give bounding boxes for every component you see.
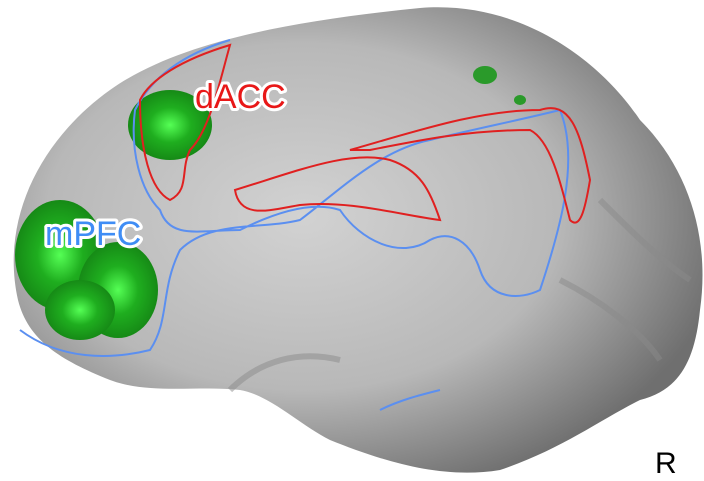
sulcus [227, 197, 692, 393]
blue-outline [19, 39, 570, 411]
region-label: mPFC [45, 215, 141, 253]
red-outline [138, 43, 592, 224]
activation-blobs [15, 66, 526, 340]
hemisphere-label: R [655, 447, 677, 480]
region-label: dACC [195, 78, 286, 116]
